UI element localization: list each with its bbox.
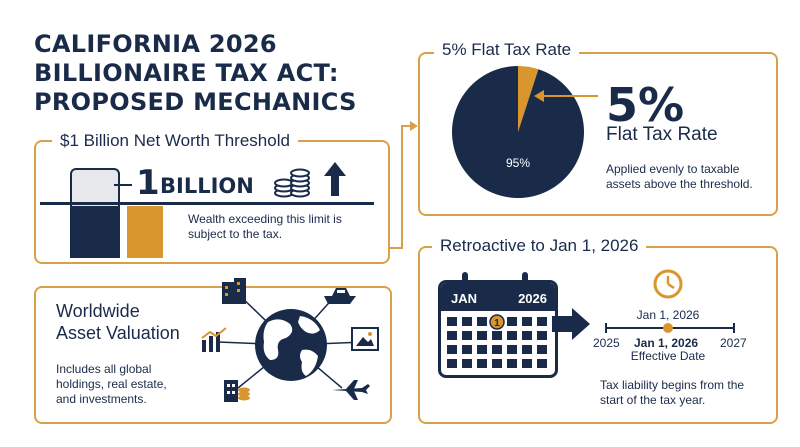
pie-slice-label-95: 95% (506, 156, 530, 170)
flat-tax-big-number: 5% (606, 78, 685, 132)
timeline (605, 323, 735, 333)
worldwide-panel (34, 286, 392, 424)
painting-icon (351, 327, 379, 351)
up-arrow-icon (324, 162, 346, 196)
building-icon (222, 278, 246, 304)
clock-icon (653, 269, 683, 299)
investment-chart-icon (201, 327, 227, 352)
title-line-3: PROPOSED MECHANICS (34, 88, 357, 116)
calendar-icon: JAN 2026 1 (438, 280, 558, 378)
coins-stack-icon (274, 168, 310, 198)
pointer-arrow (534, 90, 598, 102)
timeline-caption: Effective Date (630, 349, 706, 363)
calendar-marker-label: 1 (494, 318, 500, 329)
pie-slice-1 (452, 66, 584, 198)
title-line-2: BILLIONAIRE TAX ACT: (34, 59, 339, 87)
timeline-left-year: 2025 (593, 336, 620, 350)
flat-tax-pie-chart: 95% (452, 66, 584, 198)
worldwide-description: Includes all global holdings, real estat… (56, 362, 167, 406)
title-line-1: CALIFORNIA 2026 (34, 30, 277, 58)
worldwide-heading-line-1: Worldwide (56, 301, 140, 321)
worldwide-heading-line-2: Asset Valuation (56, 323, 180, 343)
globe-icon (255, 309, 327, 381)
threshold-number: 1 (136, 163, 160, 203)
calendar-ring-left (462, 272, 468, 286)
timeline-mid-date: Jan 1, 2026 (634, 336, 699, 350)
yacht-icon (324, 288, 356, 304)
timeline-right-year: 2027 (720, 336, 747, 350)
navy-bar (70, 206, 120, 258)
threshold-tick (114, 184, 132, 186)
pie-slice-0 (518, 66, 539, 132)
calendar-grid: 1 (447, 314, 547, 368)
retroactive-description: Tax liability begins from the start of t… (600, 378, 745, 407)
threshold-line (40, 202, 374, 205)
threshold-unit: BILLION (160, 174, 254, 198)
page-title: CALIFORNIA 2026 BILLIONAIRE TAX ACT: PRO… (34, 30, 394, 117)
calendar-year: 2026 (518, 291, 547, 306)
threshold-description: Wealth exceeding this limit is subject t… (188, 212, 342, 241)
calendar-ring-right (522, 272, 528, 286)
airplane-icon (332, 380, 370, 400)
calendar-month: JAN (451, 291, 478, 306)
threshold-heading: $1 Billion Net Worth Threshold (52, 131, 298, 151)
property-icon (224, 380, 250, 402)
flat-tax-description: Applied evenly to taxable assets above t… (606, 162, 753, 191)
connector-arrow (388, 121, 418, 249)
flat-tax-heading: 5% Flat Tax Rate (434, 40, 580, 60)
globe-network (201, 278, 379, 402)
worldwide-heading: Worldwide Asset Valuation (56, 300, 180, 344)
calendar-header: JAN 2026 (441, 283, 555, 311)
forward-arrow-icon (552, 308, 590, 340)
flat-tax-subheading: Flat Tax Rate (606, 124, 718, 145)
retroactive-heading: Retroactive to Jan 1, 2026 (432, 236, 647, 256)
gold-bar (127, 206, 163, 258)
timeline-top-label: Jan 1, 2026 (636, 308, 700, 322)
